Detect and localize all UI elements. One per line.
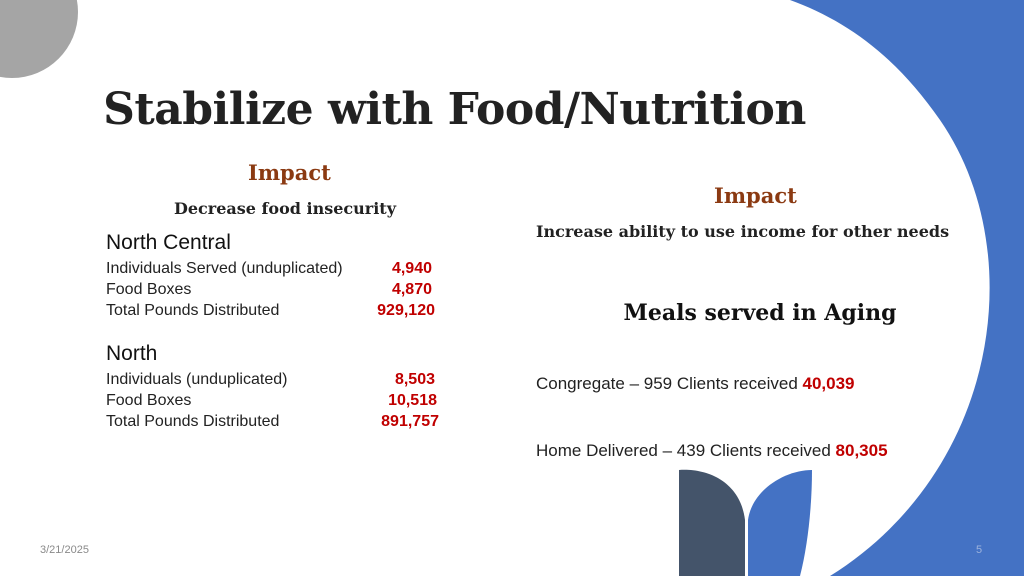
home-delivered-value: 80,305 <box>835 441 888 460</box>
blue-leaf-shape <box>748 470 812 576</box>
congregate-stat: Congregate – 959 Clients received 40,039 <box>536 374 855 394</box>
row-value: 4,870 <box>391 281 432 298</box>
corner-circle <box>0 0 78 78</box>
left-impact-label: Impact <box>248 160 331 185</box>
meals-heading: Meals served in Aging <box>623 300 897 326</box>
slide-date: 3/21/2025 <box>40 544 89 556</box>
row-value: 4,940 <box>391 260 432 277</box>
row-label: Total Pounds Distributed <box>106 302 280 319</box>
home-delivered-text: Home Delivered – 439 Clients received <box>536 441 831 460</box>
row-value: 8,503 <box>394 371 435 388</box>
region-name: North <box>106 342 158 365</box>
left-impact-text: Decrease food insecurity <box>174 199 396 218</box>
row-label: Food Boxes <box>106 392 192 409</box>
row-value: 929,120 <box>377 302 435 319</box>
dark-leaf-shape <box>679 469 745 576</box>
right-impact-text: Increase ability to use income for other… <box>536 222 950 241</box>
row-label: Individuals (unduplicated) <box>106 371 288 388</box>
region-name: North Central <box>106 231 231 254</box>
congregate-value: 40,039 <box>802 374 855 393</box>
right-impact-label: Impact <box>714 183 797 208</box>
congregate-text: Congregate – 959 Clients received <box>536 374 798 393</box>
blue-side-shape <box>790 0 1024 576</box>
row-value: 10,518 <box>388 392 437 409</box>
row-label: Individuals Served (unduplicated) <box>106 260 343 277</box>
row-value: 891,757 <box>381 413 439 430</box>
row-label: Total Pounds Distributed <box>106 413 280 430</box>
slide-number: 5 <box>976 544 983 556</box>
home-delivered-stat: Home Delivered – 439 Clients received 80… <box>536 441 888 461</box>
row-label: Food Boxes <box>106 281 192 298</box>
slide-title: Stabilize with Food/Nutrition <box>103 84 806 135</box>
